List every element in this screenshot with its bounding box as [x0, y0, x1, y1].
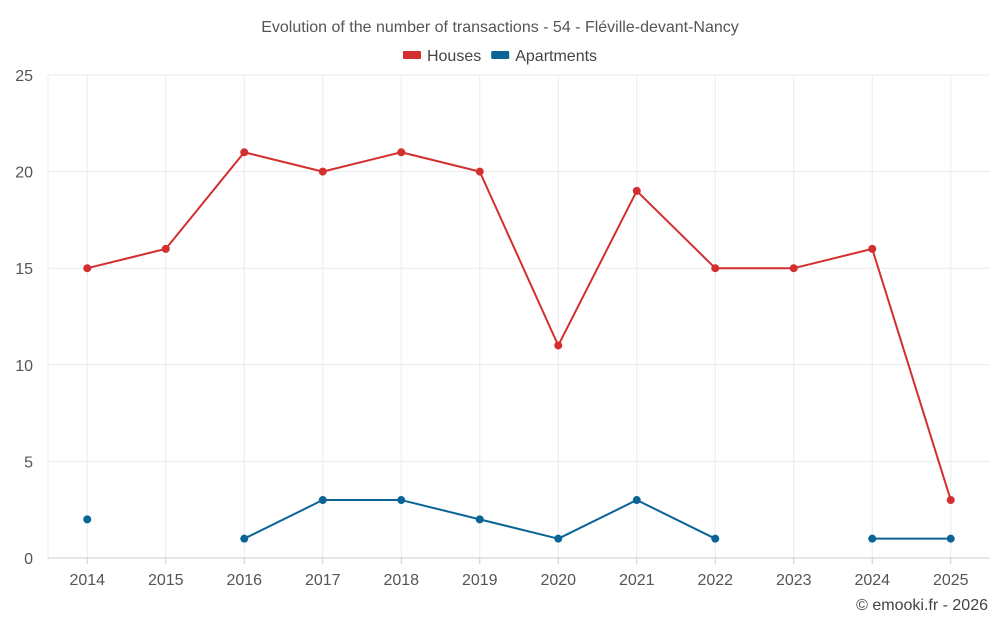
legend-label: Houses: [427, 48, 481, 65]
series-apartments: [83, 496, 955, 543]
data-point-houses-2014[interactable]: [83, 264, 92, 273]
data-point-houses-2015[interactable]: [161, 244, 170, 253]
series-houses: [83, 148, 955, 505]
y-tick-label: 25: [15, 68, 33, 85]
data-point-houses-2017[interactable]: [318, 167, 327, 176]
y-tick-label: 15: [15, 261, 33, 278]
data-point-houses-2024[interactable]: [868, 244, 877, 253]
data-point-apartments-2021[interactable]: [632, 496, 641, 505]
grid: [47, 74, 990, 558]
legend: Houses Apartments: [402, 48, 597, 65]
x-tick-label: 2016: [226, 572, 262, 589]
y-tick-label: 5: [24, 454, 33, 471]
x-tick-label: 2020: [540, 572, 576, 589]
data-point-apartments-2024[interactable]: [868, 534, 877, 543]
data-point-houses-2018[interactable]: [397, 148, 406, 157]
legend-swatch: [491, 51, 510, 59]
data-point-apartments-2014[interactable]: [83, 515, 92, 524]
y-tick-label: 0: [24, 551, 33, 568]
y-tick-label: 10: [15, 358, 33, 375]
x-tick-label: 2023: [776, 572, 812, 589]
x-tick-label: 2018: [383, 572, 419, 589]
data-point-houses-2025[interactable]: [946, 496, 955, 505]
data-point-apartments-2019[interactable]: [475, 515, 484, 524]
data-point-houses-2022[interactable]: [711, 264, 720, 273]
series-line-houses: [87, 151, 952, 501]
data-point-apartments-2016[interactable]: [240, 534, 249, 543]
chart-title: Evolution of the number of transactions …: [261, 19, 739, 36]
data-point-apartments-2022[interactable]: [711, 534, 720, 543]
x-tick-label: 2025: [933, 572, 969, 589]
legend-item-houses[interactable]: Houses: [402, 48, 481, 65]
data-point-apartments-2018[interactable]: [397, 496, 406, 505]
x-tick-label: 2024: [854, 572, 890, 589]
credit-text: © emooki.fr - 2026: [856, 597, 988, 614]
legend-item-apartments[interactable]: Apartments: [491, 48, 597, 65]
x-tick-label: 2022: [697, 572, 733, 589]
legend-swatch: [402, 51, 421, 59]
data-point-apartments-2020[interactable]: [554, 534, 563, 543]
data-point-apartments-2025[interactable]: [946, 534, 955, 543]
data-point-houses-2023[interactable]: [789, 264, 798, 273]
data-point-houses-2019[interactable]: [475, 167, 484, 176]
x-tick-label: 2015: [148, 572, 184, 589]
data-point-apartments-2017[interactable]: [318, 496, 327, 505]
x-tick-label: 2014: [69, 572, 105, 589]
data-point-houses-2016[interactable]: [240, 148, 249, 157]
x-tick-label: 2017: [305, 572, 341, 589]
data-point-houses-2021[interactable]: [632, 186, 641, 195]
x-tick-label: 2021: [619, 572, 655, 589]
series-layer: [83, 148, 955, 543]
y-tick-label: 20: [15, 165, 33, 182]
legend-label: Apartments: [515, 48, 597, 65]
data-point-houses-2020[interactable]: [554, 341, 563, 350]
x-tick-label: 2019: [462, 572, 498, 589]
